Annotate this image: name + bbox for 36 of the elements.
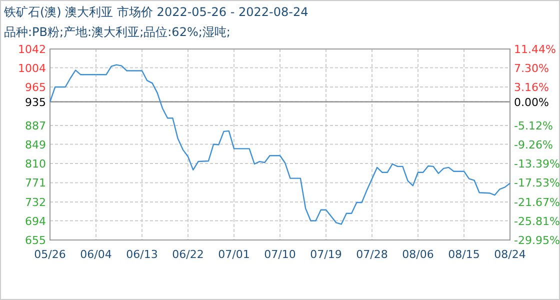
x-tick-label: 08/06	[402, 248, 434, 261]
y2-tick-label: -9.26%	[514, 138, 553, 152]
y2-tick-label: 0.00%	[514, 96, 549, 109]
chart-subtitle: 品种:PB粉;产地:澳大利亚;品位:62%;湿吨;	[4, 25, 230, 39]
y2-tick-label: -17.53%	[514, 176, 560, 190]
chart-title: 铁矿石(澳) 澳大利亚 市场价 2022-05-26 - 2022-08-24	[3, 5, 308, 19]
y-tick-label: 694	[25, 214, 46, 228]
y2-tick-label: -5.12%	[514, 119, 553, 132]
y2-tick-label: 11.44%	[514, 43, 556, 56]
y2-tick-label: 3.16%	[514, 81, 549, 94]
y2-tick-label: 7.30%	[514, 62, 549, 76]
y-tick-label: 887	[25, 120, 46, 132]
line-series	[49, 64, 511, 225]
x-tick-label: 06/04	[80, 248, 112, 261]
y-tick-label: 655	[25, 234, 46, 247]
x-tick-label: 06/22	[172, 248, 204, 261]
y-tick-label: 849	[25, 138, 46, 152]
x-tick-label: 08/15	[448, 248, 480, 261]
x-tick-label: 07/10	[264, 248, 296, 261]
x-tick-label: 07/01	[218, 248, 250, 261]
y2-tick-label: -21.67%	[514, 196, 560, 209]
y-tick-label: 771	[25, 176, 46, 190]
y2-tick-label: -25.81%	[514, 214, 560, 228]
x-tick-label: 08/24	[494, 248, 526, 261]
x-tick-label: 07/19	[310, 248, 342, 261]
y-tick-label: 810	[25, 158, 46, 170]
y2-tick-label: -29.95%	[514, 234, 560, 247]
y-tick-label: 965	[25, 81, 46, 94]
x-tick-label: 05/26	[34, 248, 66, 261]
y-tick-label: 732	[25, 196, 46, 209]
y-tick-label: 935	[25, 96, 46, 109]
x-tick-label: 06/13	[126, 248, 158, 261]
y-tick-label: 1004	[18, 62, 46, 75]
y-tick-label: 1042	[18, 43, 46, 56]
x-tick-label: 07/28	[356, 248, 388, 261]
y2-tick-label: -13.39%	[514, 158, 560, 171]
